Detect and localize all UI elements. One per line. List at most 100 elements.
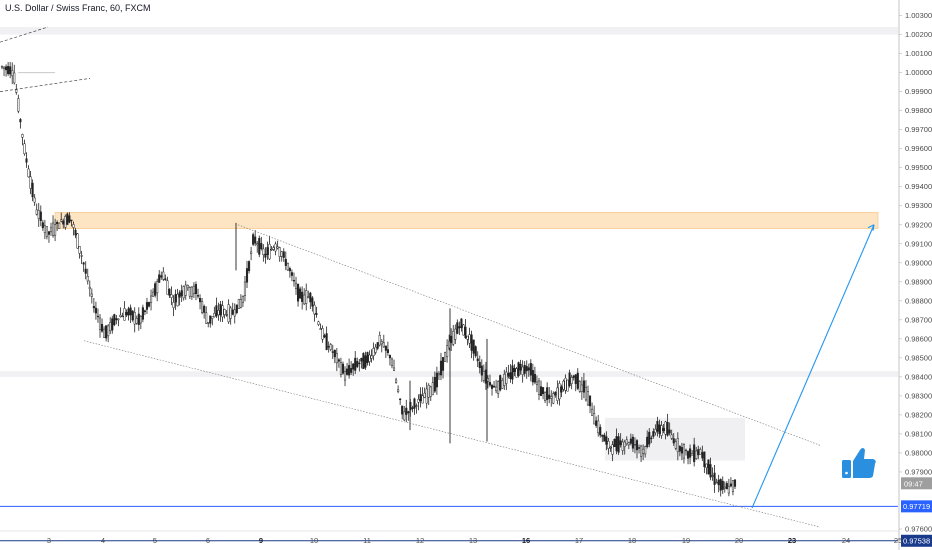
candle-body <box>131 310 134 321</box>
candle-body <box>17 98 20 112</box>
candle-body <box>33 197 36 203</box>
candle-body <box>682 444 686 459</box>
candle-body <box>388 355 391 359</box>
candle-body <box>37 210 40 219</box>
candle-body <box>170 294 173 298</box>
candle-body <box>521 366 524 375</box>
date-tick-label: 11 <box>363 536 371 545</box>
candle-body <box>276 246 279 249</box>
date-tick-label: 20 <box>735 536 743 545</box>
candle-body <box>49 227 53 233</box>
candle-body <box>372 348 375 356</box>
candle-body <box>509 372 512 379</box>
candle-body <box>476 358 479 362</box>
candle-body <box>72 224 75 228</box>
price-tick-label: 0.99700 <box>905 125 932 134</box>
candle-body <box>542 387 545 394</box>
candle-body <box>2 66 6 69</box>
candle-body <box>58 222 61 229</box>
candle-body <box>407 411 410 414</box>
level-tag-0 <box>901 500 932 513</box>
candle-body <box>437 373 440 376</box>
candle-body <box>19 119 22 123</box>
candle-body <box>107 325 110 337</box>
candle-body <box>503 373 506 386</box>
candle-body <box>327 346 330 348</box>
consolidation-box <box>605 417 745 461</box>
candle-body <box>617 436 620 453</box>
candle-body <box>117 318 120 321</box>
candle-body <box>92 306 95 309</box>
candle-body <box>94 307 97 314</box>
candle-body <box>554 391 557 396</box>
candle-body <box>354 357 357 371</box>
candle-body <box>201 301 204 313</box>
candle-body <box>386 349 389 354</box>
candle-body <box>231 309 234 315</box>
candle-body <box>715 482 718 484</box>
candle-body <box>137 313 140 325</box>
candle-body <box>472 339 475 354</box>
candle-body <box>733 479 737 487</box>
candle-body <box>331 351 334 353</box>
price-tick-label: 1.00200 <box>905 30 932 39</box>
candle-body <box>76 233 79 249</box>
candle-body <box>90 293 93 297</box>
candle-body <box>454 328 457 340</box>
price-tick-label: 0.98800 <box>905 296 932 305</box>
candle-body <box>339 362 342 375</box>
candle-body <box>517 362 520 377</box>
candle-body <box>278 247 281 257</box>
dashed-line-1 <box>0 26 49 43</box>
candle-body <box>241 295 244 304</box>
candle-body <box>425 388 428 404</box>
candle-body <box>294 282 298 290</box>
candle-body <box>268 244 271 260</box>
candle-body <box>96 315 100 318</box>
candle-body <box>221 305 224 318</box>
candle-body <box>640 445 643 457</box>
candle-body <box>152 291 155 297</box>
current-price-tag <box>901 477 932 490</box>
candle-body <box>315 313 318 315</box>
candle-body <box>182 286 185 299</box>
candle-body <box>325 333 328 350</box>
candle-body <box>539 386 543 397</box>
candle-body <box>364 355 367 368</box>
candle-body <box>452 331 455 345</box>
candle-body <box>544 392 547 402</box>
candle-body <box>358 362 361 365</box>
date-tick-label: 4 <box>101 536 105 545</box>
price-tick-label: 0.98700 <box>905 315 932 324</box>
date-tick-label: 9 <box>259 536 263 545</box>
candle-body <box>123 308 126 321</box>
candle-body <box>644 446 647 455</box>
candle-body <box>323 335 326 338</box>
candle-body <box>627 442 630 446</box>
candle-body <box>178 292 181 298</box>
candle-body <box>580 384 583 392</box>
candle-body <box>156 281 159 294</box>
candle-body <box>535 381 538 385</box>
candle-body <box>27 168 30 178</box>
price-tick-label: 0.99500 <box>905 163 932 172</box>
candle-body <box>566 379 569 392</box>
candle-body <box>629 438 632 444</box>
candle-body <box>468 334 471 344</box>
candle-body <box>309 292 312 303</box>
candle-body <box>209 315 212 324</box>
candle-body <box>100 324 104 332</box>
candle-body <box>588 395 592 407</box>
candle-body <box>270 248 273 251</box>
candle-body <box>9 66 12 75</box>
candle-body <box>382 342 385 348</box>
candle-body <box>458 326 461 329</box>
candle-body <box>317 321 320 325</box>
candle-body <box>43 225 46 234</box>
candle-body <box>341 363 345 374</box>
candle-body <box>664 421 667 435</box>
candle-body <box>731 480 735 492</box>
candle-body <box>701 452 704 459</box>
candle-body <box>250 251 253 254</box>
